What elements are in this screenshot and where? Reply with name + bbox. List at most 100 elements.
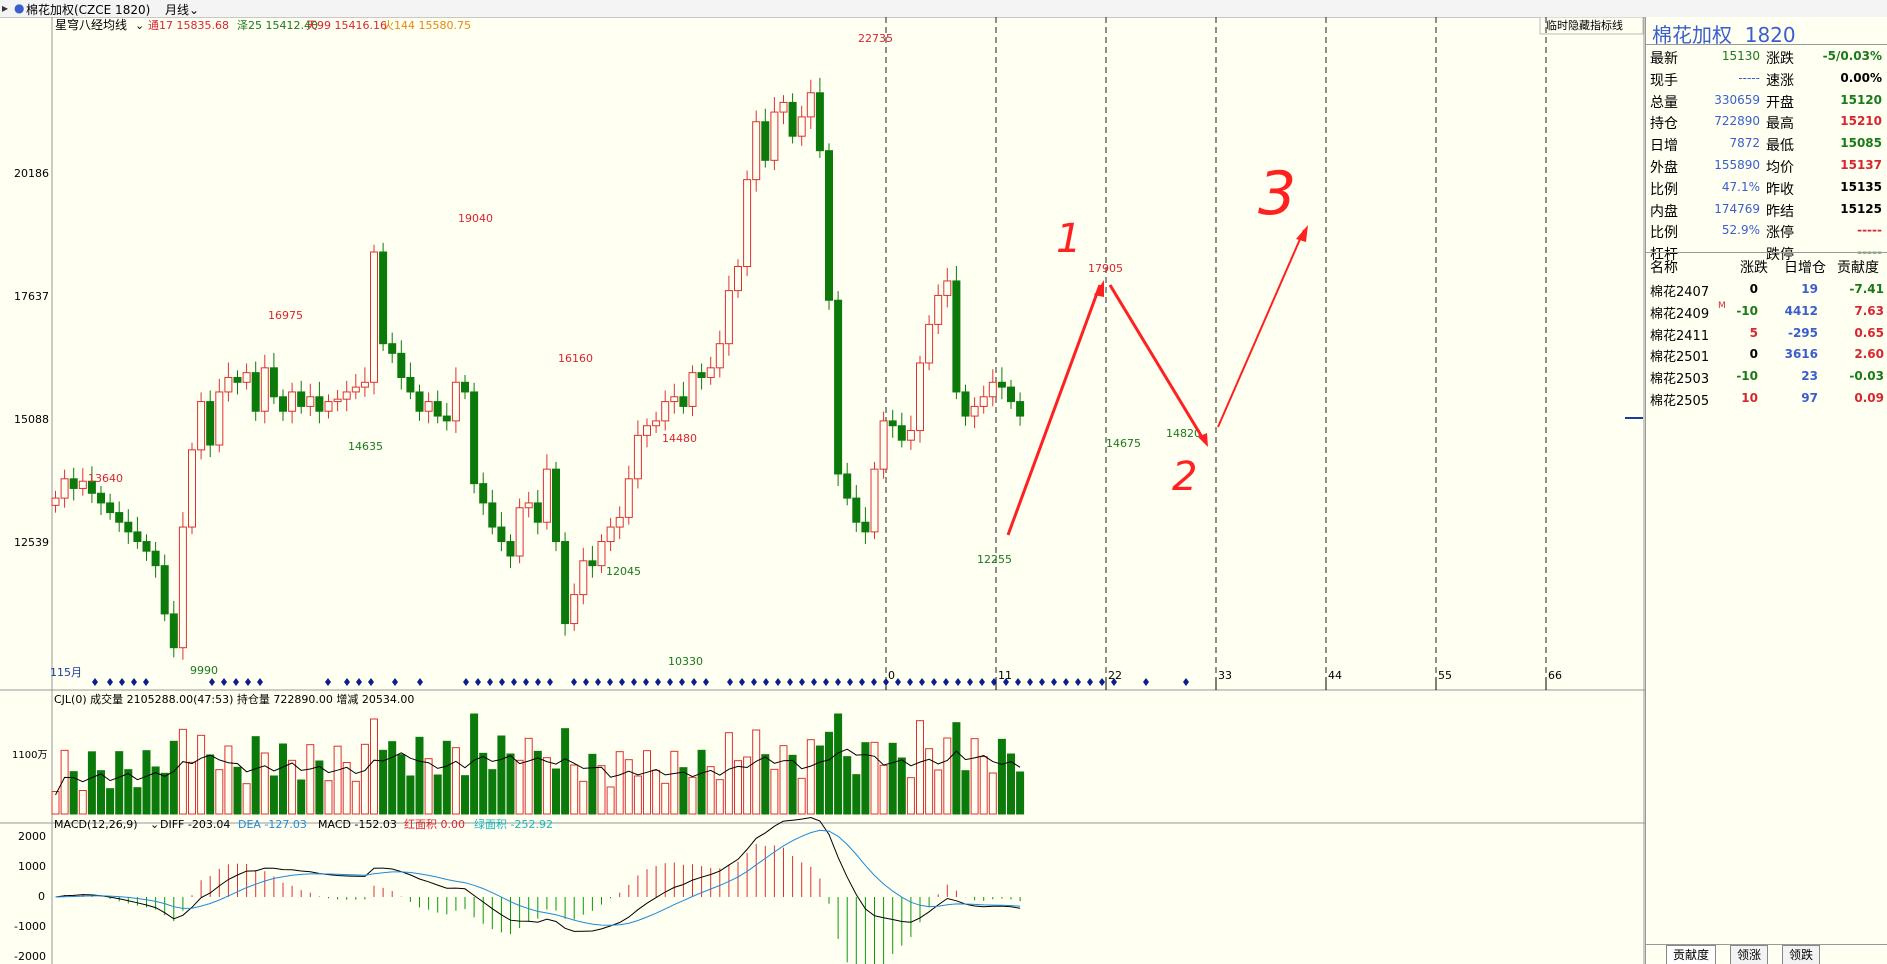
contract-row[interactable]: 棉花2407 0 19 -7.41 bbox=[1646, 279, 1887, 301]
volume-bar bbox=[916, 720, 924, 815]
signal-diamond bbox=[619, 678, 625, 686]
signal-diamond bbox=[499, 678, 505, 686]
contract-row[interactable]: 棉花2501 0 3616 2.60 bbox=[1646, 344, 1887, 366]
signal-diamond bbox=[667, 678, 673, 686]
signal-diamond bbox=[775, 678, 781, 686]
chevron-down-icon[interactable]: ⌄ bbox=[150, 818, 159, 831]
hide-indicator-button[interactable]: 临时隐藏指标线 bbox=[1546, 18, 1623, 32]
price-label: 14480 bbox=[662, 432, 697, 445]
signal-diamond bbox=[547, 678, 553, 686]
quote-label: 昨结 bbox=[1766, 203, 1794, 220]
price-label: 12255 bbox=[977, 553, 1012, 566]
contract-row[interactable]: 棉花2409 M -10 4412 7.63 bbox=[1646, 301, 1887, 323]
volume-bar bbox=[224, 745, 233, 815]
symbol-title[interactable]: 棉花加权(CZCE 1820) bbox=[26, 3, 151, 17]
signal-diamond bbox=[655, 678, 661, 686]
contract-row[interactable]: 棉花2411 5 -295 0.65 bbox=[1646, 323, 1887, 345]
collapse-icon[interactable]: ▸ bbox=[2, 1, 9, 15]
macd-diff-line bbox=[55, 816, 1021, 932]
volume-bar bbox=[1007, 753, 1015, 815]
candle-body bbox=[970, 405, 979, 417]
volume-bar bbox=[806, 739, 815, 815]
volume-bar bbox=[652, 769, 661, 815]
volume-bar bbox=[115, 751, 124, 815]
title-bar: ▸ ● 棉花加权(CZCE 1820) 月线⌄ bbox=[0, 0, 1887, 18]
signal-diamond bbox=[823, 678, 829, 686]
volume-bar bbox=[715, 779, 724, 815]
candle-body bbox=[306, 396, 315, 407]
candle-body bbox=[160, 565, 169, 615]
quote-value: 15120 bbox=[1840, 92, 1882, 107]
candle-body bbox=[879, 420, 888, 470]
candle-body bbox=[597, 541, 606, 567]
volume-bar bbox=[879, 764, 888, 815]
contract-oi: -295 bbox=[1787, 325, 1818, 340]
volume-bar bbox=[451, 747, 460, 815]
volume-bar bbox=[479, 752, 488, 815]
contract-name: 棉花2503 bbox=[1650, 372, 1710, 388]
signal-diamond bbox=[691, 678, 697, 686]
candle-body bbox=[497, 526, 506, 543]
quote-label: 最低 bbox=[1766, 138, 1794, 155]
volume-bar bbox=[97, 770, 105, 815]
chevron-down-icon[interactable]: ⌄ bbox=[135, 19, 144, 32]
instrument-code: 1820 bbox=[1744, 23, 1796, 47]
volume-bar bbox=[706, 766, 715, 815]
tab-leading-loss[interactable]: 领跌 bbox=[1782, 945, 1821, 964]
candle-body bbox=[561, 541, 570, 625]
tab-leading-gain[interactable]: 领涨 bbox=[1730, 945, 1769, 964]
signal-diamond bbox=[895, 678, 901, 686]
header-contribution: 贡献度 bbox=[1837, 260, 1879, 276]
signal-diamond bbox=[727, 678, 733, 686]
volume-bar bbox=[106, 788, 115, 815]
signal-diamond bbox=[523, 678, 529, 686]
candle-body bbox=[888, 420, 897, 427]
volume-bar bbox=[679, 767, 688, 815]
quote-value: 722890 bbox=[1714, 114, 1760, 129]
period-selector[interactable]: 月线⌄ bbox=[165, 1, 199, 18]
quote-value: 47.1% bbox=[1721, 179, 1760, 194]
price-label: 16975 bbox=[268, 309, 303, 322]
indicator-name[interactable]: 星穹八经均线 bbox=[55, 17, 127, 32]
quote-row: 比例 47.1% 昨收 15135 bbox=[1646, 177, 1887, 199]
volume-bar bbox=[397, 754, 406, 815]
volume-bar bbox=[797, 777, 806, 815]
contract-row[interactable]: 棉花2503 -10 23 -0.03 bbox=[1646, 366, 1887, 388]
candle-body bbox=[370, 251, 378, 383]
y-tick: 20186 bbox=[14, 167, 49, 180]
tab-contribution[interactable]: 贡献度 bbox=[1666, 945, 1717, 964]
candle-body bbox=[197, 401, 206, 451]
volume-bar bbox=[743, 756, 752, 815]
y-tick: 17637 bbox=[14, 290, 49, 303]
volume-bar bbox=[497, 735, 506, 815]
ma-legend-item: 天99 15416.16 bbox=[306, 19, 387, 32]
volume-header: CJL(0) 成交量 2105288.00(47:53) 持仓量 722890.… bbox=[54, 692, 414, 706]
signal-diamond bbox=[245, 678, 251, 686]
quote-label: 开盘 bbox=[1766, 94, 1794, 111]
volume-bar bbox=[306, 744, 315, 815]
signal-diamond bbox=[119, 678, 125, 686]
signal-diamond bbox=[535, 678, 541, 686]
candle-body bbox=[188, 449, 196, 528]
candle-body bbox=[661, 401, 670, 422]
signal-diamond bbox=[643, 678, 649, 686]
volume-bar bbox=[588, 753, 597, 815]
contract-oi: 3616 bbox=[1784, 347, 1818, 362]
signal-diamond bbox=[859, 678, 865, 686]
chart-area[interactable]: 星穹八经均线 ⌄ 通17 15835.68 泽25 15412.40 天99 154… bbox=[0, 17, 1645, 964]
macd-diff: DIFF -203.04 bbox=[160, 818, 230, 831]
volume-bar bbox=[461, 775, 469, 815]
signal-diamond bbox=[1051, 678, 1057, 686]
volume-bar bbox=[1016, 771, 1025, 815]
price-label: 14635 bbox=[348, 440, 383, 453]
volume-bar bbox=[124, 769, 133, 815]
candle-body bbox=[688, 372, 697, 407]
candle-body bbox=[442, 415, 451, 422]
contract-row[interactable]: 棉花2505 10 97 0.09 bbox=[1646, 388, 1887, 410]
candle-body bbox=[215, 391, 224, 446]
candle-body bbox=[124, 521, 133, 533]
price-label: 19040 bbox=[458, 212, 493, 225]
contract-name: 棉花2407 bbox=[1650, 285, 1710, 300]
volume-bar bbox=[506, 753, 515, 815]
